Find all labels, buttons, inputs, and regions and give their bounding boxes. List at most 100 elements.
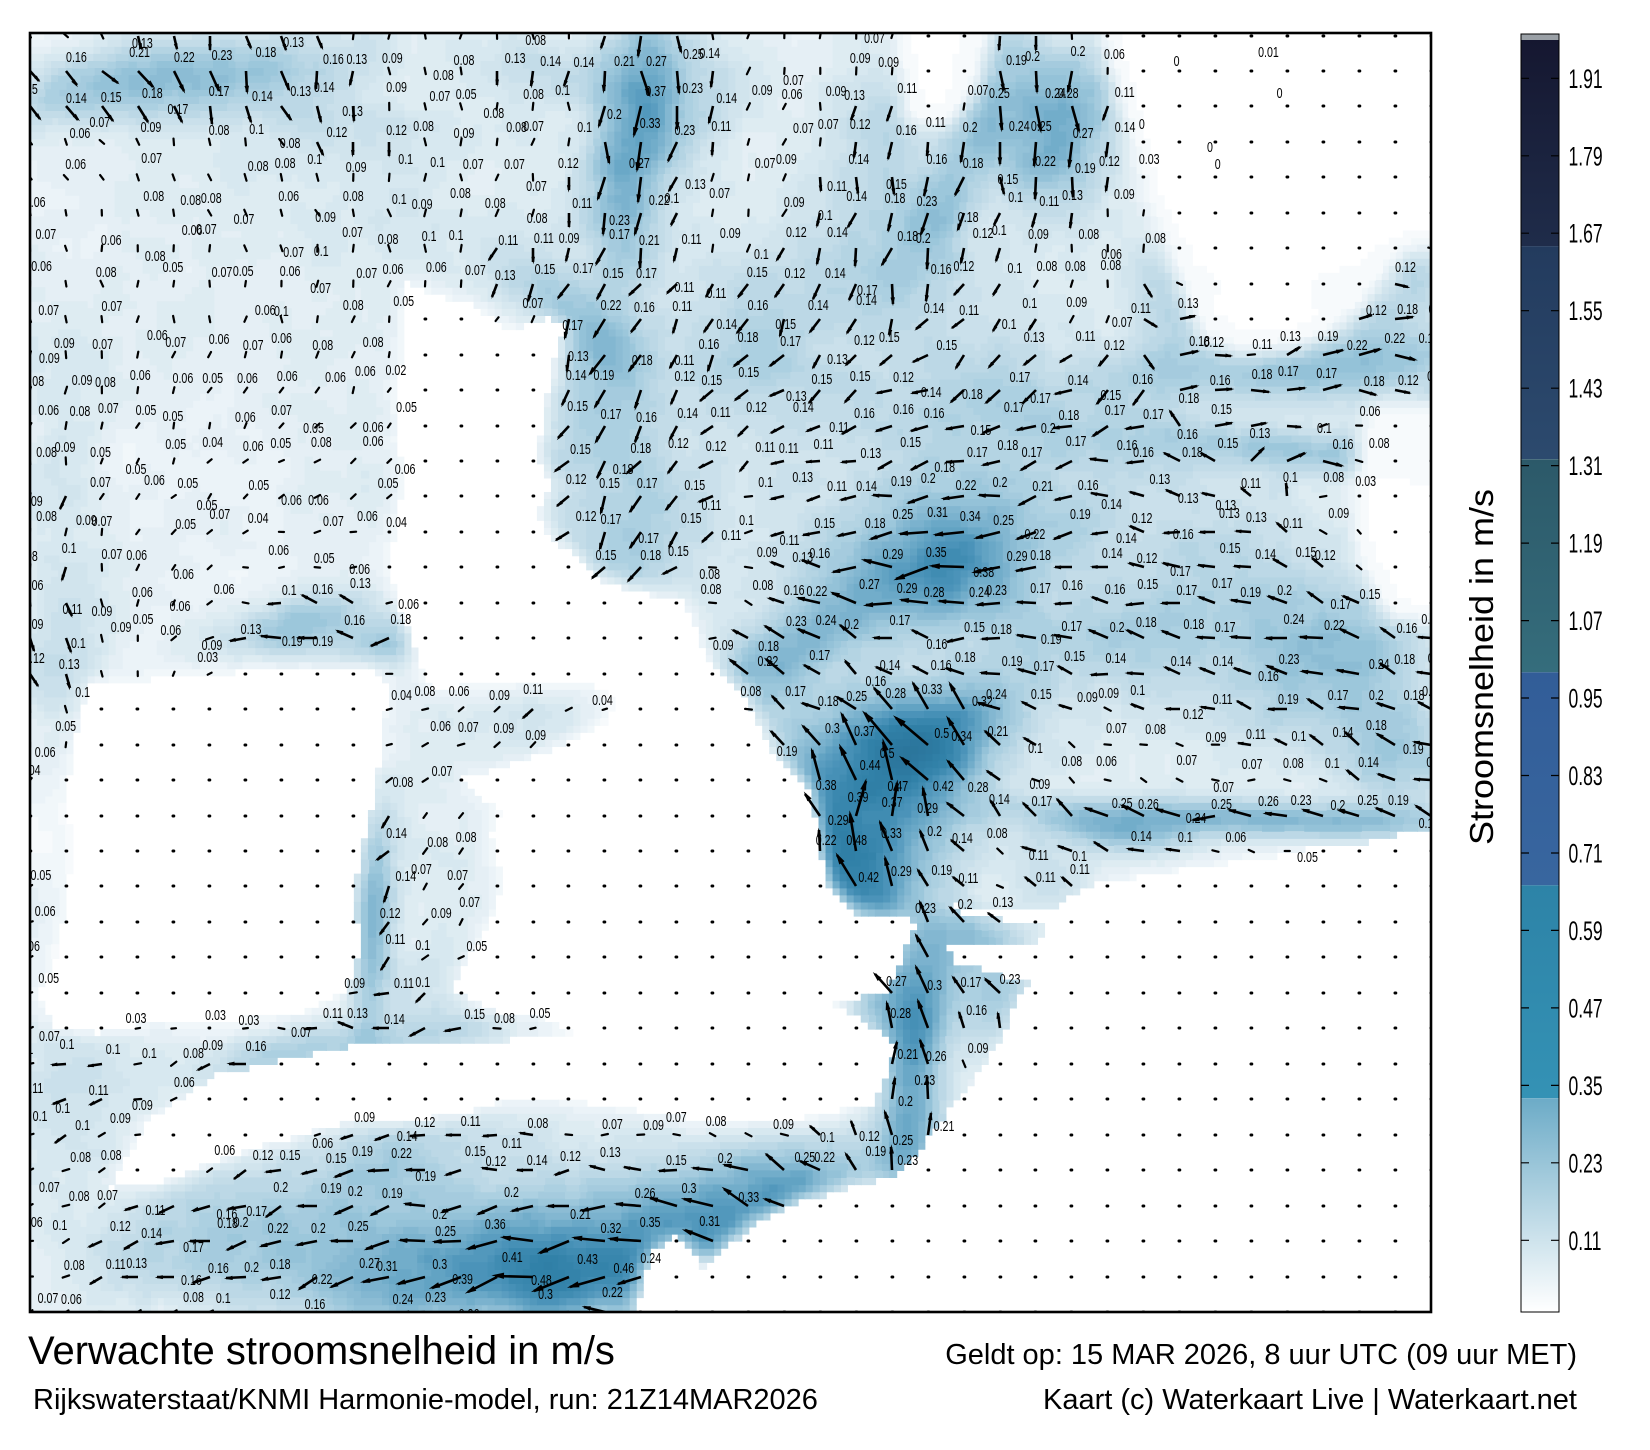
svg-text:0.22: 0.22 <box>174 48 195 65</box>
svg-text:0.06: 0.06 <box>1360 402 1381 419</box>
svg-text:0.15: 0.15 <box>596 546 617 563</box>
svg-text:0.05: 0.05 <box>136 401 157 418</box>
svg-text:0.09: 0.09 <box>1328 504 1349 521</box>
svg-text:0.14: 0.14 <box>924 299 945 316</box>
svg-text:0.09: 0.09 <box>23 615 44 632</box>
svg-text:0.18: 0.18 <box>962 385 983 402</box>
svg-text:0.13: 0.13 <box>1032 12 1053 29</box>
svg-text:Stroomsnelheid in m/s: Stroomsnelheid in m/s <box>1463 489 1500 845</box>
svg-text:0.2: 0.2 <box>916 229 931 246</box>
svg-text:0.08: 0.08 <box>987 824 1008 841</box>
svg-text:0.12: 0.12 <box>854 331 875 348</box>
svg-text:0.08: 0.08 <box>1065 257 1086 274</box>
svg-text:0.08: 0.08 <box>393 773 414 790</box>
svg-text:0.09: 0.09 <box>826 82 847 99</box>
svg-text:0.1: 0.1 <box>1008 188 1023 205</box>
svg-text:0.14: 0.14 <box>716 89 737 106</box>
svg-text:0.08: 0.08 <box>456 828 477 845</box>
svg-text:0.07: 0.07 <box>793 119 814 136</box>
svg-text:0.16: 0.16 <box>634 298 655 315</box>
svg-text:0.07: 0.07 <box>196 220 217 237</box>
svg-text:0.18: 0.18 <box>897 227 918 244</box>
svg-text:0.09: 0.09 <box>850 49 871 66</box>
svg-text:0.25: 0.25 <box>1031 117 1052 134</box>
svg-text:0.06: 0.06 <box>209 330 230 347</box>
svg-text:0.19: 0.19 <box>352 1142 373 1159</box>
svg-text:0.24: 0.24 <box>393 1290 414 1307</box>
svg-text:0.12: 0.12 <box>317 15 338 32</box>
svg-text:0.19: 0.19 <box>1002 652 1023 669</box>
svg-text:0.25: 0.25 <box>1358 791 1379 808</box>
svg-text:1.31: 1.31 <box>1569 450 1603 481</box>
svg-text:0.95: 0.95 <box>1569 683 1603 714</box>
svg-text:0.11: 0.11 <box>827 477 847 494</box>
svg-text:0.17: 0.17 <box>1170 562 1191 579</box>
svg-text:0.08: 0.08 <box>311 433 332 450</box>
svg-text:0.08: 0.08 <box>280 134 301 151</box>
svg-text:0.29: 0.29 <box>883 545 904 562</box>
svg-text:0.07: 0.07 <box>504 155 525 172</box>
svg-text:0.09: 0.09 <box>1098 684 1119 701</box>
svg-text:0.13: 0.13 <box>241 620 262 637</box>
svg-text:0.3: 0.3 <box>927 976 942 993</box>
svg-text:0.08: 0.08 <box>485 194 506 211</box>
svg-text:0.13: 0.13 <box>495 266 516 283</box>
svg-text:0.13: 0.13 <box>600 1143 621 1160</box>
svg-text:0.09: 0.09 <box>784 193 805 210</box>
svg-text:0.1: 0.1 <box>422 227 437 244</box>
svg-text:0.05: 0.05 <box>31 866 52 883</box>
svg-text:0.12: 0.12 <box>270 1285 291 1302</box>
svg-text:0.1: 0.1 <box>183 11 198 28</box>
svg-text:0.1: 0.1 <box>274 302 289 319</box>
svg-text:0.1: 0.1 <box>758 473 773 490</box>
svg-text:0.15: 0.15 <box>465 1142 486 1159</box>
svg-text:0.16: 0.16 <box>748 296 769 313</box>
svg-text:0.06: 0.06 <box>35 743 56 760</box>
svg-text:0.24: 0.24 <box>969 583 990 600</box>
svg-text:0.18: 0.18 <box>958 208 979 225</box>
svg-text:0: 0 <box>1139 115 1145 132</box>
svg-text:0.11: 0.11 <box>394 974 414 991</box>
svg-text:0.1: 0.1 <box>314 242 329 259</box>
svg-text:0.48: 0.48 <box>846 831 867 848</box>
svg-text:0.12: 0.12 <box>1366 301 1387 318</box>
svg-text:0.27: 0.27 <box>359 1254 380 1271</box>
svg-text:0.2: 0.2 <box>348 1182 363 1199</box>
svg-text:0.11: 0.11 <box>779 439 799 456</box>
svg-text:0.25: 0.25 <box>435 1222 456 1239</box>
svg-text:0.13: 0.13 <box>1178 294 1199 311</box>
svg-text:0.27: 0.27 <box>886 972 907 989</box>
svg-text:0.1: 0.1 <box>820 1128 835 1145</box>
svg-text:0.23: 0.23 <box>609 211 630 228</box>
svg-text:0.23: 0.23 <box>786 612 807 629</box>
svg-text:0.1: 0.1 <box>106 1040 121 1057</box>
svg-text:0.14: 0.14 <box>880 656 901 673</box>
svg-text:0.06: 0.06 <box>31 257 52 274</box>
svg-text:0.18: 0.18 <box>256 43 277 60</box>
svg-text:0.2: 0.2 <box>244 1258 259 1275</box>
svg-text:0.07: 0.07 <box>212 263 233 280</box>
svg-text:0.21: 0.21 <box>129 43 150 60</box>
svg-text:0.16: 0.16 <box>1133 443 1154 460</box>
svg-text:0.09: 0.09 <box>773 1115 794 1132</box>
svg-text:0.31: 0.31 <box>927 503 948 520</box>
svg-text:0.09: 0.09 <box>386 78 407 95</box>
svg-text:0.11: 0.11 <box>386 930 406 947</box>
svg-text:0.26: 0.26 <box>1258 792 1279 809</box>
svg-text:0.07: 0.07 <box>709 184 730 201</box>
svg-text:0.17: 0.17 <box>601 405 622 422</box>
svg-text:0.08: 0.08 <box>432 11 453 28</box>
svg-text:0.25: 0.25 <box>1112 794 1133 811</box>
svg-text:0.1: 0.1 <box>739 511 754 528</box>
svg-text:0.06: 0.06 <box>398 595 419 612</box>
svg-text:0.11: 0.11 <box>675 278 695 295</box>
svg-text:0.27: 0.27 <box>1073 124 1094 141</box>
svg-text:0.08: 0.08 <box>1283 754 1304 771</box>
svg-text:0.47: 0.47 <box>888 777 909 794</box>
svg-text:0.06: 0.06 <box>1104 45 1125 62</box>
svg-text:0.06: 0.06 <box>182 221 203 238</box>
svg-text:0.14: 0.14 <box>141 1224 162 1241</box>
svg-text:0.16: 0.16 <box>1117 436 1138 453</box>
svg-text:0.14: 0.14 <box>1213 652 1234 669</box>
svg-text:0.06: 0.06 <box>355 362 376 379</box>
